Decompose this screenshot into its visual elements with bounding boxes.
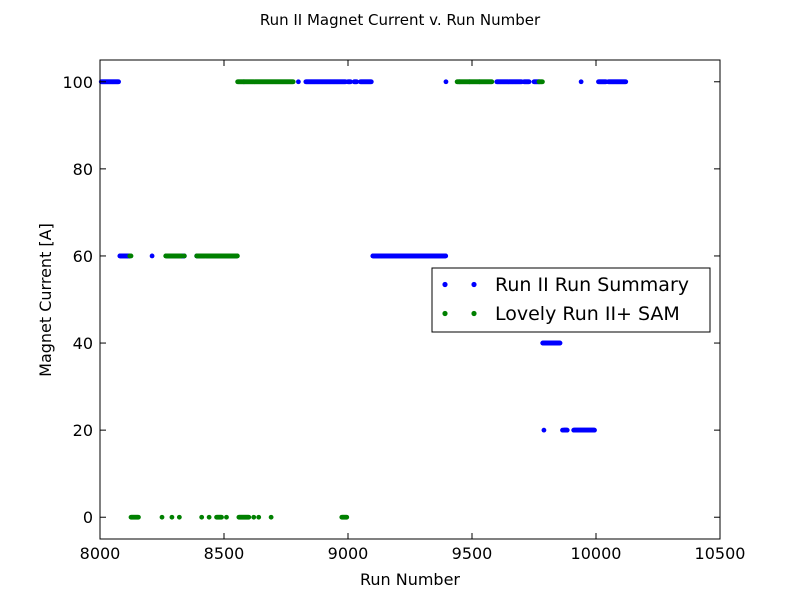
data-point — [219, 514, 224, 520]
data-point — [489, 79, 495, 85]
data-point — [557, 340, 563, 346]
y-tick-label: 100 — [62, 73, 93, 92]
data-point — [368, 79, 374, 85]
data-point — [290, 79, 296, 85]
x-axis: 8000 8500 9000 9500 10000 10500 — [80, 60, 746, 563]
data-point — [128, 253, 134, 259]
x-tick-label: 10000 — [571, 544, 622, 563]
legend-marker-sam — [471, 310, 477, 317]
x-tick-label: 10500 — [695, 544, 746, 563]
data-point — [443, 253, 449, 259]
data-point — [199, 514, 205, 520]
plot-frame — [99, 59, 721, 540]
data-point — [526, 79, 532, 85]
data-point — [268, 514, 274, 520]
x-tick-label: 8500 — [204, 544, 245, 563]
x-tick-label: 9500 — [452, 544, 493, 563]
data-point — [136, 514, 141, 520]
data-point — [296, 79, 301, 85]
y-tick-label: 20 — [73, 421, 93, 440]
legend-label-sam: Lovely Run II+ SAM — [495, 303, 680, 325]
data-point — [206, 514, 212, 520]
y-tick-label: 40 — [73, 334, 93, 353]
data-point — [116, 79, 121, 85]
series-1 — [127, 79, 545, 520]
data-point — [564, 427, 570, 433]
data-point — [149, 253, 155, 259]
data-point — [169, 514, 175, 520]
x-tick-label: 9000 — [328, 544, 369, 563]
data-point — [176, 514, 182, 520]
y-tick-label: 60 — [73, 247, 93, 266]
data-point — [246, 514, 252, 520]
data-point — [541, 427, 547, 433]
y-axis: 0 20 40 60 80 100 — [62, 73, 720, 527]
x-axis-label: Run Number — [360, 570, 460, 589]
legend-marker-sam — [442, 310, 448, 317]
x-tick-label: 8000 — [80, 544, 121, 563]
data-point — [540, 79, 545, 85]
data-point — [159, 514, 165, 520]
data-point — [560, 427, 565, 433]
data-point — [354, 79, 360, 85]
data-point — [256, 514, 262, 520]
legend-label-run-summary: Run II Run Summary — [495, 274, 689, 296]
data-point — [592, 427, 597, 433]
data-point — [234, 253, 240, 259]
data-point — [623, 79, 629, 85]
data-point — [344, 514, 350, 520]
y-axis-label: Magnet Current [A] — [36, 223, 55, 377]
data-point — [181, 253, 187, 259]
legend-marker-run-summary — [471, 281, 477, 288]
legend: Run II Run Summary Lovely Run II+ SAM — [431, 267, 711, 333]
series-0 — [98, 79, 629, 433]
data-point — [443, 79, 449, 85]
y-tick-label: 0 — [83, 508, 93, 527]
data-point — [348, 79, 353, 85]
chart-title: Run II Magnet Current v. Run Number — [260, 11, 541, 29]
legend-box — [431, 267, 711, 333]
y-tick-label: 80 — [73, 160, 93, 179]
series-layer — [98, 79, 629, 520]
data-point — [224, 514, 229, 520]
data-point — [251, 514, 257, 520]
legend-marker-run-summary — [442, 281, 448, 288]
data-point — [578, 79, 584, 85]
